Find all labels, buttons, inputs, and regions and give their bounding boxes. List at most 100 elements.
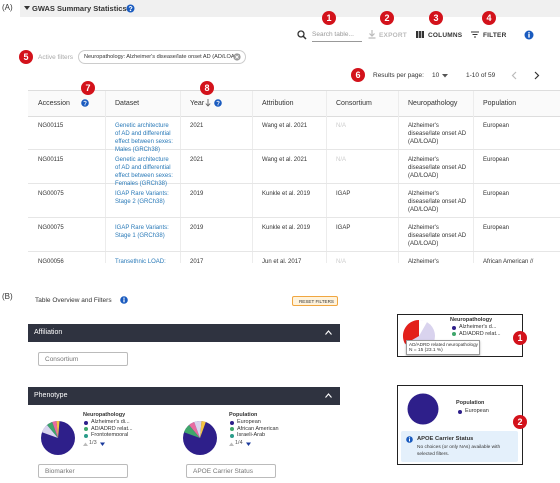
columns-button[interactable]: COLUMNS: [428, 32, 463, 39]
dataset-link[interactable]: IGAP Rare Variants: Stage 1 (GRCh38): [115, 225, 169, 239]
info-icon: [406, 436, 413, 443]
table: Accession Dataset Year Attribution Consortiu…: [28, 90, 560, 263]
apoe-select[interactable]: APOE Carrier Status: [186, 464, 276, 478]
column-divider: [105, 91, 106, 263]
affiliation-bar[interactable]: Affiliation: [28, 324, 340, 342]
dataset-link[interactable]: IGAP Rare Variants: Stage 2 (GRCh38): [115, 191, 169, 205]
export-button[interactable]: EXPORT: [379, 32, 407, 39]
pager-down: [246, 442, 251, 446]
info-icon[interactable]: [524, 30, 534, 40]
reset-filters-button[interactable]: RESET FILTERS: [292, 296, 338, 306]
info-icon: [214, 99, 222, 107]
table-cell: N/A: [336, 123, 347, 129]
callout-badge: 1: [513, 331, 527, 345]
table-cell: Wang et al. 2021: [262, 157, 308, 163]
filter-button[interactable]: FILTER: [483, 32, 507, 39]
table-cell: IGAP: [336, 191, 351, 197]
table-cell: Alzheimer's disease/late onset AD (AD/LO…: [408, 123, 467, 145]
legend-dot: [230, 427, 234, 431]
table-row: [28, 150, 560, 184]
table-cell: NG00115: [38, 157, 64, 163]
table-cell: N/A: [336, 157, 347, 163]
legend-pager[interactable]: 1/3: [89, 440, 97, 446]
column-header[interactable]: Consortium: [336, 100, 372, 107]
column-header[interactable]: Dataset: [115, 100, 140, 107]
pager-down: [100, 442, 105, 446]
prev-page[interactable]: [511, 71, 517, 80]
search-input[interactable]: Search table...: [312, 31, 362, 42]
table-cell: European: [483, 157, 510, 163]
sort-icon: [205, 99, 211, 107]
tooltip: AD/ADRD related neuropathology N = 15 (2…: [406, 340, 480, 355]
table-cell: 2021: [190, 157, 204, 163]
collapse-caret: [325, 393, 332, 398]
legend-item: Frontotemporal: [91, 432, 129, 436]
dataset-link[interactable]: Transethnic LOAD: APOE ε4 Non-Carriers: [115, 259, 166, 263]
legend-dot: [458, 409, 462, 414]
active-filters-label: Active filters: [38, 54, 74, 61]
callout-badge: 5: [19, 50, 33, 64]
legend-item: AD/ADRD relat...: [91, 425, 133, 432]
table-cell: Wang et al. 2021: [262, 123, 308, 129]
dataset-link[interactable]: Genetic architecture of AD and different…: [115, 157, 173, 187]
table-header-row: [28, 91, 560, 117]
column-header[interactable]: Population: [483, 100, 517, 107]
column-divider: [473, 91, 474, 263]
table-cell: African American // European // Israeli-…: [483, 259, 534, 263]
pager-up: [229, 442, 234, 446]
select-caret: [442, 74, 448, 78]
column-divider: [398, 91, 399, 263]
tooltip-value: N = 15 (23.1 %): [409, 348, 443, 353]
table-cell: NG00056: [38, 259, 64, 263]
info-icon[interactable]: [126, 4, 135, 13]
legend-title: Population: [229, 412, 258, 418]
filter-chip-text: Neuropathology: Alzheimer's disease/late…: [84, 54, 241, 60]
results-per-page-select[interactable]: 10: [432, 72, 440, 79]
table-cell: NG00075: [38, 191, 64, 197]
callout-badge: 4: [482, 11, 496, 25]
table-cell: 2019: [190, 225, 204, 231]
table-cell: Kunkle et al. 2019: [262, 225, 311, 231]
info-icon: [81, 99, 89, 107]
notice-box: APOE Carrier Status No choices (or only …: [401, 431, 518, 462]
info-icon[interactable]: [120, 296, 128, 304]
next-page[interactable]: [534, 71, 540, 80]
zoom-legend-title: Population: [456, 400, 485, 406]
zoom-neuropathology: Neuropathology Alzheimer's d... AD/ADRD r…: [397, 314, 523, 357]
notice-text: No choices (or only NAs) available with …: [417, 445, 501, 457]
legend-dot: [84, 427, 88, 431]
columns-icon: [416, 31, 424, 38]
consortium-select[interactable]: Consortium: [38, 352, 128, 366]
column-header[interactable]: Attribution: [262, 100, 294, 107]
legend-dot: [452, 325, 456, 330]
zoom-population: Population European APOE Carrier Status …: [397, 385, 523, 465]
pager-up: [83, 442, 88, 446]
neuropathology-legend: Neuropathology Alzheimer's di... AD/ADRD r…: [83, 412, 143, 448]
overview-title: Table Overview and Filters: [35, 297, 112, 304]
callout-badge: 3: [429, 11, 443, 25]
chip-remove-icon[interactable]: [233, 53, 241, 61]
table-cell: Alzheimer's disease/late onset AD (AD/LO…: [408, 259, 439, 263]
callout-badge: 6: [351, 68, 365, 82]
legend-dot: [84, 433, 88, 438]
legend-item: Alzheimer's di...: [91, 419, 130, 425]
filter-icon: [471, 31, 479, 38]
zoom-legend-title: Neuropathology: [450, 317, 493, 323]
filter-chip[interactable]: [78, 50, 246, 64]
column-header[interactable]: Year: [190, 100, 205, 107]
legend-dot: [84, 420, 88, 425]
legend-dot: [230, 420, 234, 425]
collapse-caret[interactable]: [24, 5, 31, 12]
callout-badge: 2: [380, 11, 394, 25]
column-header[interactable]: Accession: [38, 100, 70, 107]
column-header[interactable]: Neuropathology: [408, 100, 458, 107]
phenotype-bar[interactable]: Phenotype: [28, 387, 340, 405]
dataset-link[interactable]: Genetic architecture of AD and different…: [115, 123, 173, 153]
legend-item: AD/ADRD relat...: [459, 330, 501, 337]
table-cell: European: [483, 191, 510, 197]
legend-item: Alzheimer's d...: [459, 324, 497, 330]
table-row: [28, 184, 560, 218]
legend-pager[interactable]: 1/4: [235, 440, 243, 446]
table-cell: Alzheimer's disease/late onset AD (AD/LO…: [408, 157, 467, 179]
biomarker-select[interactable]: Biomarker: [38, 464, 128, 478]
